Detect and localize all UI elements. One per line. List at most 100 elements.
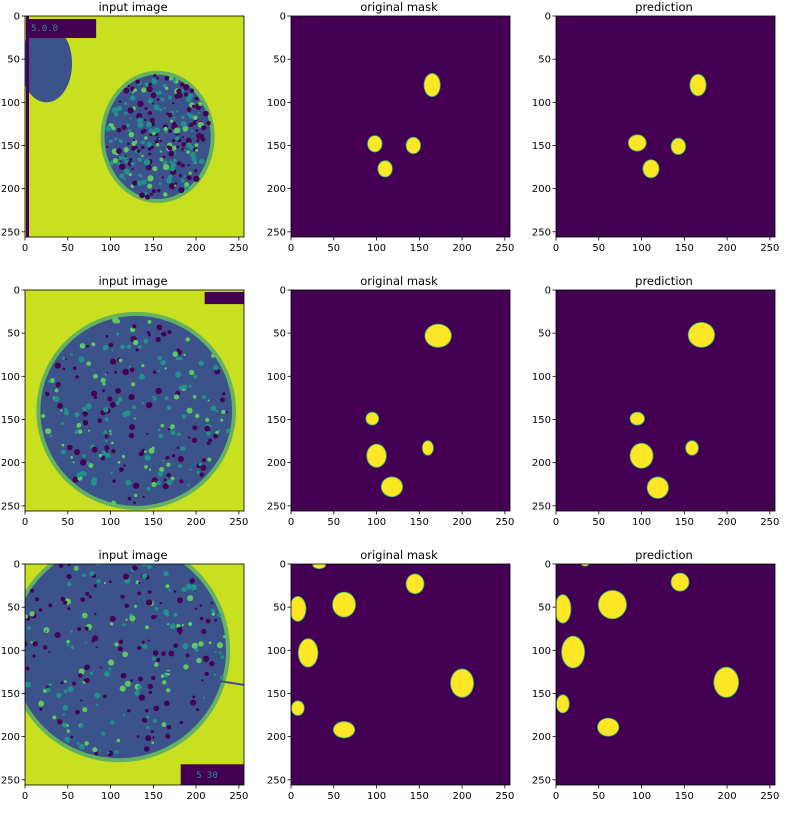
mask-blob	[671, 573, 689, 591]
x-tick-label: 100	[101, 243, 120, 254]
input-image-panel: input image 0 50 100 150 200 250 0 50 100 150 200 25…	[1, 274, 265, 539]
y-tick-label: 0	[545, 560, 551, 571]
x-tick-label: 100	[367, 517, 386, 528]
x-tick-label: 50	[327, 517, 340, 528]
x-tick-label: 250	[760, 791, 779, 802]
x-tick-label: 100	[632, 791, 651, 802]
panel-title: input image	[98, 548, 168, 562]
mask-background	[556, 16, 775, 237]
x-tick-label: 0	[288, 791, 294, 802]
x-tick-label: 100	[632, 517, 651, 528]
scale-label-box	[180, 764, 244, 785]
mask-blob	[332, 592, 356, 617]
y-tick-label: 50	[7, 55, 20, 66]
panel-title: original mask	[360, 274, 438, 288]
panel-title: prediction	[635, 0, 693, 14]
x-tick-label: 50	[592, 517, 605, 528]
x-tick-label: 200	[187, 243, 206, 254]
x-tick-label: 250	[495, 517, 514, 528]
mask-blob	[298, 639, 318, 667]
y-tick-label: 100	[267, 372, 286, 383]
mask-blob	[686, 441, 699, 455]
y-tick-label: 150	[532, 689, 551, 700]
axes-frame	[290, 289, 511, 512]
x-tick-label: 200	[718, 517, 737, 528]
y-tick-label: 100	[532, 372, 551, 383]
panel-title: input image	[98, 0, 168, 14]
x-tick-label: 50	[592, 243, 605, 254]
y-tick-label: 50	[538, 603, 551, 614]
y-tick-label: 100	[267, 98, 286, 109]
x-tick-label: 200	[187, 517, 206, 528]
mask-background	[291, 16, 510, 237]
y-tick-label: 0	[545, 286, 551, 297]
y-tick-label: 100	[532, 98, 551, 109]
x-tick-label: 150	[410, 243, 429, 254]
mask-background	[291, 290, 510, 511]
x-tick-label: 250	[495, 243, 514, 254]
prediction-panel: prediction 0 50 100 150 200 250 0 50 100 150 200 250	[532, 274, 785, 539]
mask-background	[291, 564, 510, 785]
y-tick-label: 100	[1, 98, 20, 109]
mask-blob	[381, 477, 403, 497]
y-tick-label: 100	[1, 372, 20, 383]
y-tick-label: 150	[532, 415, 551, 426]
x-tick-label: 250	[760, 243, 779, 254]
y-tick-label: 0	[280, 286, 286, 297]
x-tick-label: 0	[553, 243, 559, 254]
y-tick-label: 0	[280, 560, 286, 571]
y-tick-label: 200	[1, 184, 20, 195]
y-tick-label: 250	[267, 775, 286, 786]
x-tick-label: 150	[410, 517, 429, 528]
mask-blob	[714, 667, 739, 697]
x-tick-label: 150	[144, 243, 163, 254]
mask-blob	[647, 477, 669, 499]
y-tick-label: 0	[14, 560, 20, 571]
scale-label-box	[204, 292, 244, 305]
mask-blob	[450, 669, 474, 697]
mask-blob	[581, 564, 589, 566]
y-tick-label: 150	[1, 415, 20, 426]
y-tick-label: 0	[545, 12, 551, 23]
mask-blob	[424, 73, 440, 97]
x-tick-label: 200	[453, 791, 472, 802]
y-tick-label: 200	[532, 184, 551, 195]
x-tick-label: 0	[288, 517, 294, 528]
y-tick-label: 200	[532, 458, 551, 469]
y-tick-label: 200	[1, 732, 20, 743]
mask-blob	[333, 721, 355, 738]
panel-title: original mask	[360, 0, 438, 14]
y-tick-label: 50	[538, 55, 551, 66]
original-mask-panel: original mask 0 50 100 150 200 250 0 50 100 150 200…	[267, 0, 531, 265]
y-tick-label: 150	[267, 689, 286, 700]
y-tick-label: 50	[7, 603, 20, 614]
mask-blob	[556, 595, 571, 623]
original-mask-panel: original mask 0 50 100 150 200 250 0 50 100 150 200…	[267, 548, 531, 813]
y-tick-label: 0	[14, 12, 20, 23]
x-tick-label: 100	[367, 791, 386, 802]
microscopy-image	[25, 564, 244, 785]
y-tick-label: 250	[267, 501, 286, 512]
panel-title: original mask	[360, 548, 438, 562]
x-tick-label: 0	[22, 791, 28, 802]
x-tick-label: 250	[760, 517, 779, 528]
x-tick-label: 50	[327, 791, 340, 802]
y-tick-label: 150	[532, 141, 551, 152]
mask-blob	[556, 695, 569, 713]
y-tick-label: 200	[267, 458, 286, 469]
y-tick-label: 150	[1, 689, 20, 700]
panel-title: prediction	[635, 274, 693, 288]
x-tick-label: 50	[61, 517, 74, 528]
x-tick-label: 250	[229, 791, 248, 802]
y-tick-label: 50	[273, 329, 286, 340]
mask-blob	[422, 441, 434, 455]
y-tick-label: 100	[1, 646, 20, 657]
prediction-panel: prediction 0 50 100 150 200 250 0 50 100 150 200 250	[532, 0, 785, 265]
y-tick-label: 200	[532, 732, 551, 743]
axes-frame	[24, 563, 245, 786]
x-tick-label: 150	[144, 791, 163, 802]
